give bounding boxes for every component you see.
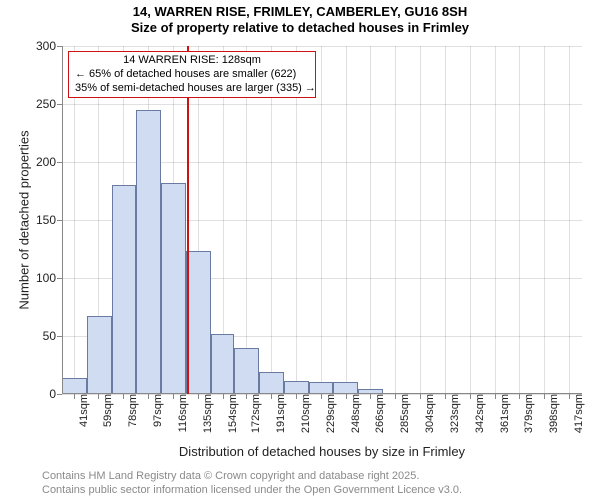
x-tick-label: 361sqm (495, 394, 511, 433)
grid-line (495, 46, 496, 394)
x-tick-label: 172sqm (246, 394, 262, 433)
footer-line: Contains HM Land Registry data © Crown c… (42, 470, 462, 484)
grid-line (321, 46, 322, 394)
chart-title: 14, WARREN RISE, FRIMLEY, CAMBERLEY, GU1… (0, 0, 600, 37)
footer: Contains HM Land Registry data © Crown c… (42, 470, 462, 498)
x-tick-label: 229sqm (321, 394, 337, 433)
x-tick-label: 97sqm (148, 394, 164, 427)
x-tick-label: 417sqm (569, 394, 585, 433)
histogram-bar (234, 348, 259, 394)
x-tick-label: 304sqm (420, 394, 436, 433)
grid-line (370, 46, 371, 394)
x-tick-label: 210sqm (296, 394, 312, 433)
y-tick-label: 200 (36, 155, 62, 169)
axis-line (62, 46, 63, 394)
y-tick-label: 150 (36, 213, 62, 227)
y-tick-label: 50 (43, 329, 62, 343)
x-tick-label: 41sqm (74, 394, 90, 427)
x-tick-label: 59sqm (98, 394, 114, 427)
axis-line (62, 393, 582, 394)
x-tick-label: 379sqm (519, 394, 535, 433)
x-tick-label: 248sqm (346, 394, 362, 433)
x-tick-label: 154sqm (223, 394, 239, 433)
histogram-bar (136, 110, 161, 394)
grid-line (395, 46, 396, 394)
x-tick-label: 266sqm (370, 394, 386, 433)
footer-line: Contains public sector information licen… (42, 484, 462, 498)
y-axis-title: Number of detached properties (16, 130, 31, 309)
annotation-line: ← 65% of detached houses are smaller (62… (75, 68, 309, 82)
grid-line (470, 46, 471, 394)
histogram-bar (87, 316, 112, 394)
y-tick-label: 250 (36, 97, 62, 111)
annotation-line: 14 WARREN RISE: 128sqm (75, 54, 309, 68)
grid-line (445, 46, 446, 394)
grid-line (346, 46, 347, 394)
histogram-bar (211, 334, 235, 394)
histogram-bar (186, 251, 211, 394)
annotation-box: 14 WARREN RISE: 128sqm ← 65% of detached… (68, 51, 316, 98)
x-tick-label: 191sqm (271, 394, 287, 433)
x-tick-label: 323sqm (445, 394, 461, 433)
x-tick-label: 285sqm (395, 394, 411, 433)
y-tick-label: 100 (36, 271, 62, 285)
grid-line (544, 46, 545, 394)
x-axis-title: Distribution of detached houses by size … (62, 444, 582, 459)
grid-line (569, 46, 570, 394)
annotation-line: 35% of semi-detached houses are larger (… (75, 82, 309, 96)
grid-line (519, 46, 520, 394)
x-tick-label: 398sqm (544, 394, 560, 433)
y-tick-label: 300 (36, 39, 62, 53)
histogram-bar (112, 185, 136, 394)
chart-title-line1: 14, WARREN RISE, FRIMLEY, CAMBERLEY, GU1… (0, 4, 600, 20)
grid-line (420, 46, 421, 394)
x-tick-label: 78sqm (123, 394, 139, 427)
histogram-bar (161, 183, 186, 394)
x-tick-label: 116sqm (173, 394, 189, 432)
chart-title-line2: Size of property relative to detached ho… (0, 20, 600, 36)
y-tick-label: 0 (49, 387, 62, 401)
x-tick-label: 342sqm (470, 394, 486, 433)
histogram-bar (62, 378, 87, 394)
x-tick-label: 135sqm (198, 394, 214, 433)
histogram-bar (259, 372, 284, 394)
